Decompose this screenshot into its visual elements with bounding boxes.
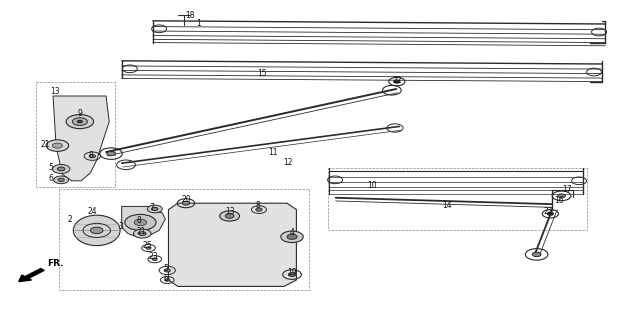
- Circle shape: [146, 247, 151, 249]
- Text: 1: 1: [196, 19, 201, 28]
- Text: 9: 9: [77, 109, 82, 118]
- Circle shape: [225, 214, 234, 218]
- Text: 7: 7: [150, 203, 155, 212]
- Text: 2: 2: [67, 215, 72, 224]
- Circle shape: [394, 80, 400, 83]
- Circle shape: [164, 269, 170, 272]
- Circle shape: [58, 178, 64, 181]
- Text: 6: 6: [163, 274, 168, 283]
- Text: 8: 8: [136, 216, 141, 225]
- Circle shape: [57, 167, 65, 171]
- Text: 3: 3: [119, 222, 124, 231]
- Text: FR.: FR.: [47, 259, 63, 268]
- Polygon shape: [122, 206, 165, 237]
- Circle shape: [89, 155, 95, 158]
- Circle shape: [66, 115, 94, 129]
- Circle shape: [288, 273, 296, 276]
- Circle shape: [558, 194, 565, 198]
- Text: 18: 18: [185, 11, 195, 20]
- Text: 17: 17: [562, 185, 572, 194]
- Text: 15: 15: [257, 69, 267, 78]
- Circle shape: [134, 219, 147, 226]
- Circle shape: [77, 120, 82, 123]
- Text: 23: 23: [149, 252, 158, 261]
- Circle shape: [107, 151, 115, 156]
- Circle shape: [547, 212, 553, 215]
- Ellipse shape: [73, 215, 120, 246]
- Text: 13: 13: [50, 87, 60, 96]
- Text: 24: 24: [87, 207, 97, 216]
- Circle shape: [152, 207, 158, 211]
- Text: 21: 21: [136, 227, 146, 236]
- Text: 11: 11: [268, 148, 278, 157]
- Text: 5: 5: [163, 264, 168, 273]
- Circle shape: [287, 234, 297, 239]
- Text: 22: 22: [392, 76, 402, 85]
- Text: 8: 8: [256, 201, 261, 210]
- Text: 12: 12: [283, 158, 293, 167]
- Circle shape: [125, 214, 156, 230]
- Text: 21: 21: [40, 140, 50, 149]
- Circle shape: [532, 252, 541, 257]
- Text: 16: 16: [554, 196, 564, 205]
- Circle shape: [147, 205, 162, 213]
- Polygon shape: [53, 96, 109, 181]
- FancyArrow shape: [19, 268, 44, 282]
- Circle shape: [220, 211, 240, 221]
- Circle shape: [281, 231, 303, 243]
- Text: 6: 6: [49, 174, 54, 183]
- Circle shape: [134, 229, 151, 238]
- Text: 13: 13: [225, 207, 235, 216]
- Text: 4: 4: [290, 228, 295, 237]
- Text: 22: 22: [543, 207, 553, 216]
- Circle shape: [152, 258, 157, 260]
- Circle shape: [165, 279, 170, 281]
- Circle shape: [72, 118, 87, 125]
- Polygon shape: [168, 203, 296, 286]
- Circle shape: [139, 232, 146, 236]
- Circle shape: [182, 201, 190, 205]
- Circle shape: [52, 143, 62, 148]
- Circle shape: [46, 140, 69, 151]
- Text: 5: 5: [49, 163, 54, 172]
- Text: 19: 19: [287, 268, 297, 277]
- Text: 14: 14: [442, 201, 452, 210]
- Text: 20: 20: [181, 195, 191, 204]
- Text: 10: 10: [367, 181, 377, 190]
- Circle shape: [256, 208, 262, 211]
- Circle shape: [52, 164, 70, 173]
- Circle shape: [54, 176, 69, 184]
- Text: 8: 8: [88, 151, 93, 160]
- Circle shape: [90, 227, 103, 234]
- Text: 25: 25: [142, 241, 152, 250]
